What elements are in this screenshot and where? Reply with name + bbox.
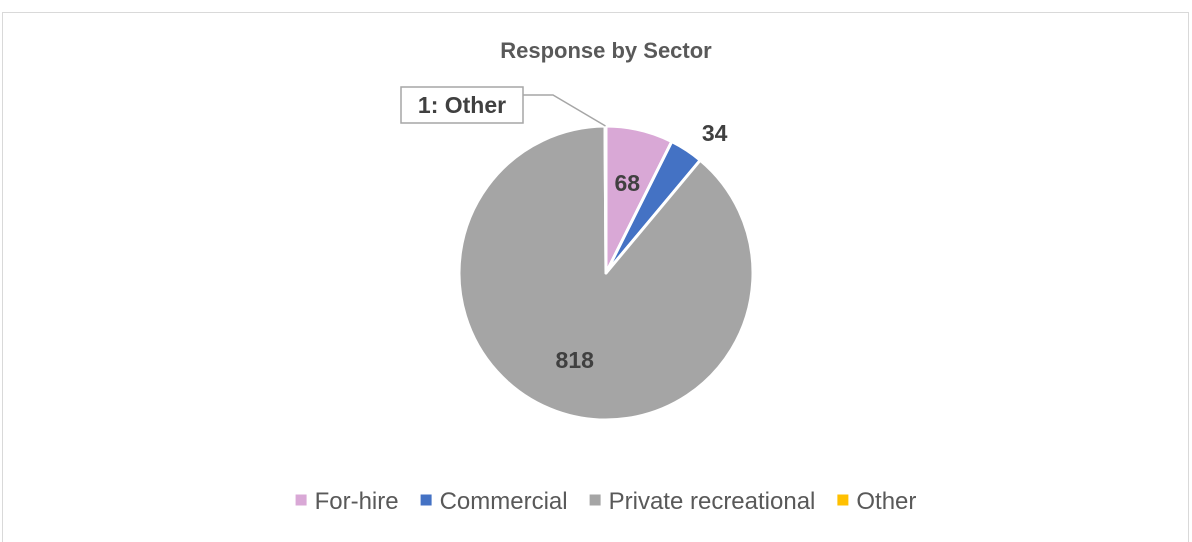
callout-leader-line: [523, 94, 606, 127]
legend-item-other: Other: [837, 488, 916, 515]
legend-item-for-hire: For-hire: [295, 488, 399, 515]
pie-slices: [457, 124, 755, 422]
pie-slice-other: [603, 124, 608, 275]
data-label-private-recreational: 818: [556, 347, 595, 373]
data-label-other: 1: Other: [418, 92, 506, 118]
legend-swatch-private-recreational: [589, 494, 601, 506]
callout-box: [400, 86, 524, 124]
legend-item-private-recreational: Private recreational: [589, 488, 816, 515]
legend-swatch-commercial: [420, 494, 432, 506]
legend: For-hire Commercial Private recreational Ot…: [295, 488, 916, 515]
data-label-commercial: 34: [702, 120, 728, 146]
legend-item-commercial: Commercial: [420, 488, 568, 515]
chart-title: Response by Sector: [500, 38, 712, 63]
legend-swatch-other: [837, 494, 849, 506]
legend-label-private-recreational: Private recreational: [609, 488, 816, 515]
legend-label-commercial: Commercial: [440, 488, 568, 515]
data-label-for-hire: 68: [614, 170, 640, 196]
legend-label-other: Other: [856, 488, 916, 515]
data-labels: 68 34 818 1: Other: [400, 86, 728, 373]
legend-swatch-for-hire: [295, 494, 307, 506]
legend-label-for-hire: For-hire: [315, 488, 399, 515]
